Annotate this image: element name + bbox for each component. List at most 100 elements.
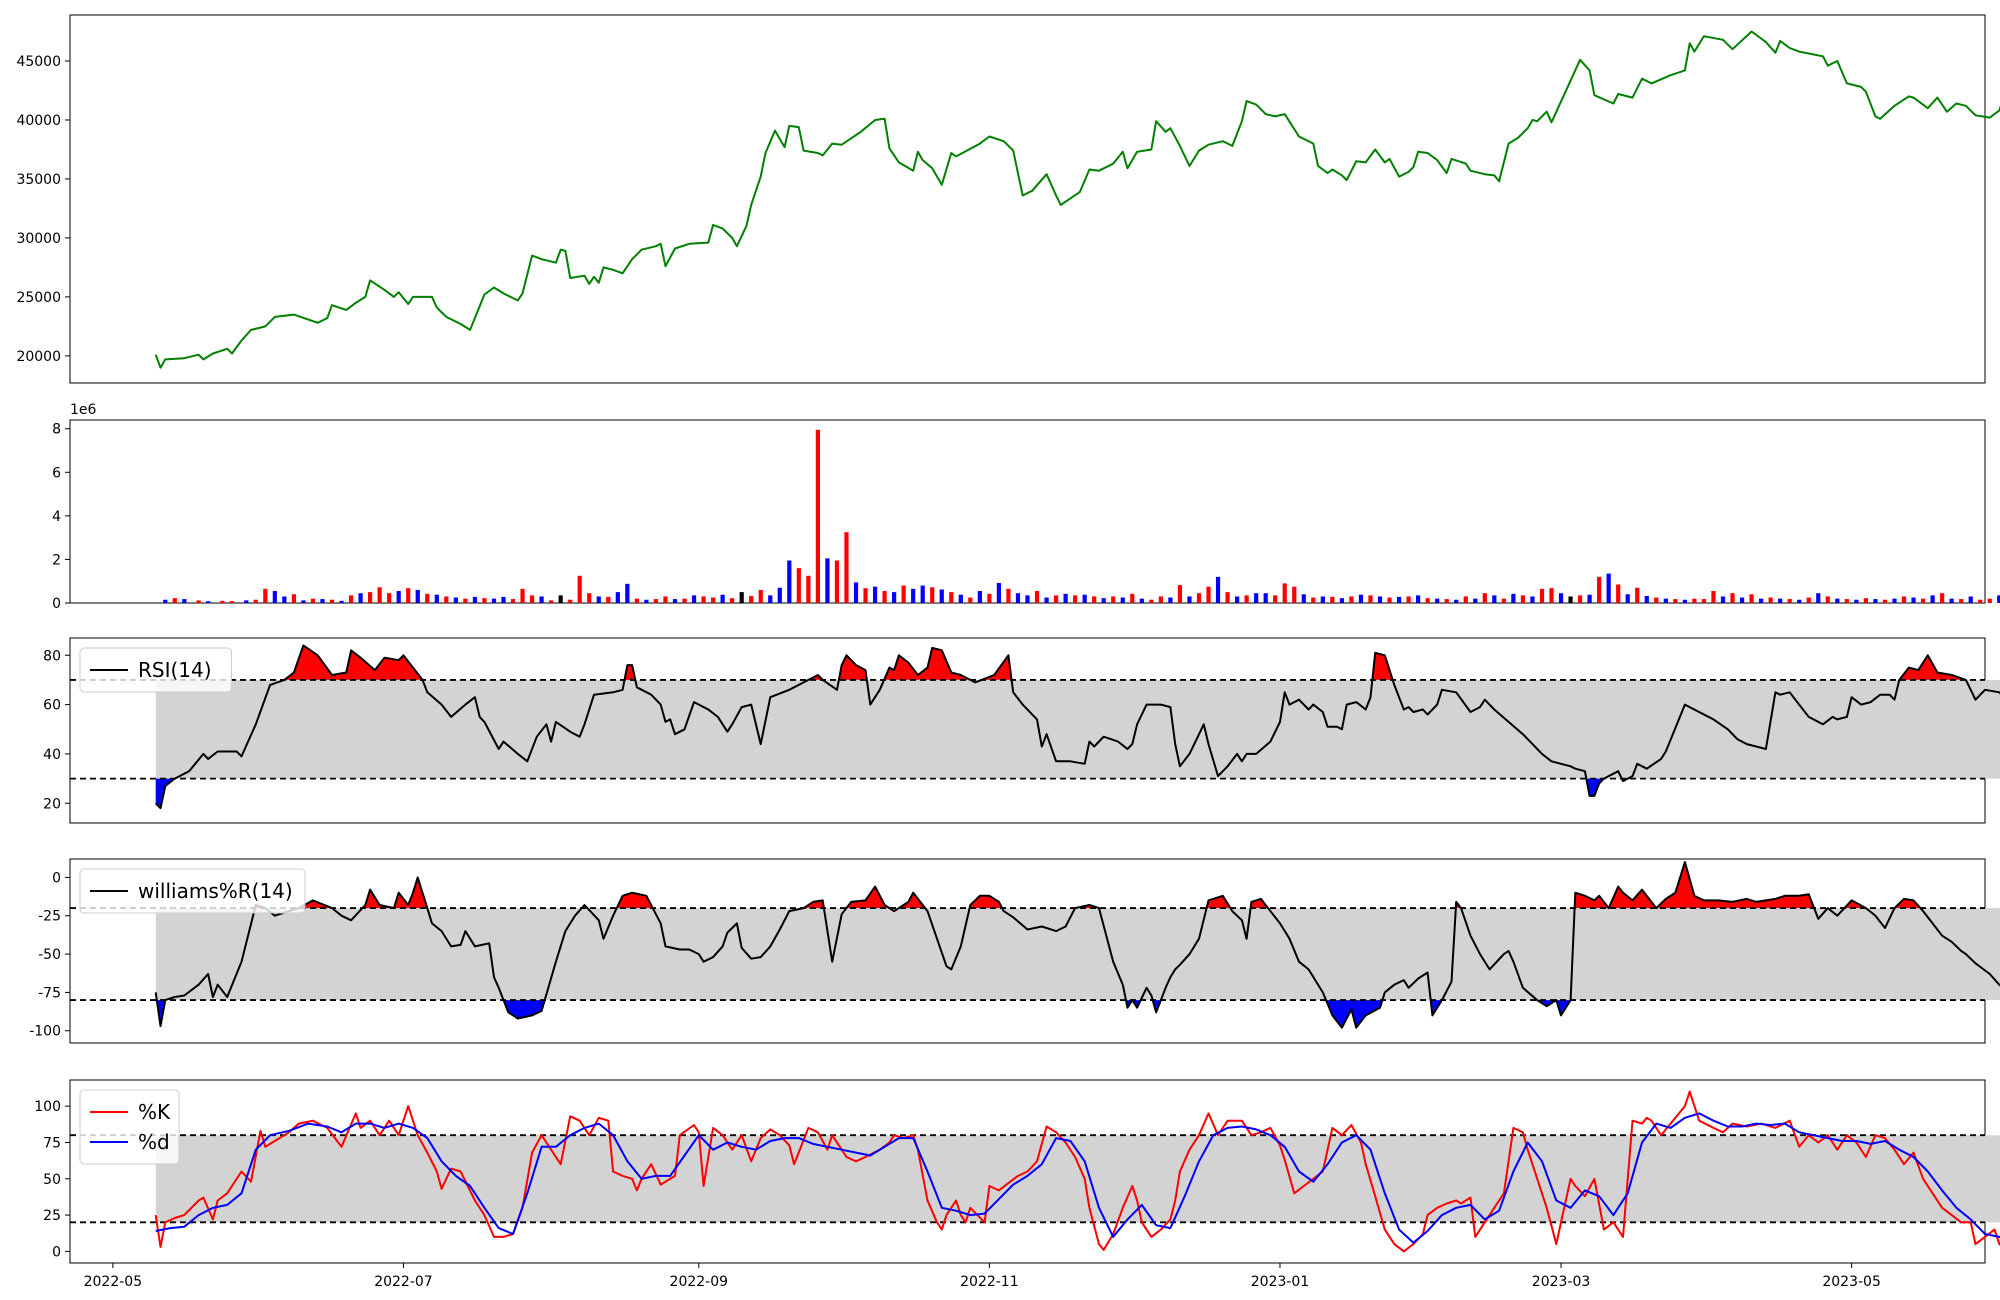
volume-bar [691,595,697,603]
volume-bar [758,589,763,603]
volume-bar [625,583,630,603]
volume-bar [1177,585,1183,603]
volume-bar [1816,593,1821,603]
volume-bar [606,596,611,603]
stochastic-d-line [155,1112,2000,1244]
williams-area-segment [1326,1000,1383,1028]
volume-bar [1654,597,1659,603]
volume-bar [1549,588,1554,603]
legend-frame [79,1089,180,1165]
volume-bar [1053,595,1059,603]
volume-bar [501,596,506,603]
volume-bar [463,598,468,603]
volume-bar [930,587,935,603]
volume-bar [1196,593,1202,603]
williams-legend: williams%R(14) [79,868,306,914]
volume-bar [815,429,820,603]
x-tick-label: 2022-07 [374,1274,433,1290]
volume-bar [634,598,639,603]
volume-bar [1863,598,1869,603]
volume-bar [1063,593,1068,603]
volume-bar [1254,593,1259,603]
volume-bar [453,597,458,603]
x-tick-label: 2023-01 [1251,1274,1310,1290]
volume-bar [163,599,168,603]
volume-bar [892,592,897,603]
volume-bar [710,597,716,603]
volume-bar [482,598,487,603]
volume-bar [939,589,944,603]
volume-bar [206,601,211,603]
volume-bar [1187,596,1192,603]
volume-bar [291,594,296,603]
volume-bar [320,599,325,603]
volume-bar [777,587,782,603]
volume-bar [1806,597,1811,603]
volume-bar [1673,599,1678,603]
rsi-area-segment [1372,652,1393,680]
volume-bar [396,591,401,603]
volume-bar [1911,597,1916,603]
volume-bar [1273,595,1278,603]
volume-bar [425,593,430,603]
volume-bar [1444,599,1449,603]
volume-bar [1492,595,1497,603]
legend-label: %K [138,1100,171,1124]
volume-bar [911,588,916,603]
stochastic-neutral-band [155,1135,2000,1223]
volume-bar [853,582,859,603]
volume-offset-text: 1e6 [70,402,97,418]
volume-bar [1987,598,1992,603]
price-axes-frame [69,14,1986,384]
volume-bar [1082,594,1087,603]
legend-frame [79,647,232,693]
volume-bar [730,598,735,603]
williams-area-segment [298,900,332,909]
volume-bar [1092,596,1097,603]
volume-bar [1330,596,1335,603]
volume-axes-frame [69,419,1986,604]
volume-bar [1749,594,1754,603]
volume-bar [644,599,649,603]
stochastic-legend: %K %d [79,1089,180,1165]
volume-bar [172,598,177,603]
volume-bar [1044,597,1049,603]
volume-bar [272,591,277,603]
volume-bar [1606,573,1611,603]
rsi-legend: RSI(14) [79,647,232,693]
legend-label: %d [138,1130,170,1154]
volume-bar [1940,593,1945,603]
volume-bar [1730,593,1735,603]
x-tick-label: 2023-03 [1532,1274,1591,1290]
stochastic-ytick-label: 50 [43,1172,61,1188]
volume-bar [806,575,811,603]
rsi-ytick-label: 40 [43,747,61,763]
rsi-series-line [154,644,2000,810]
volume-bar [1825,596,1830,603]
volume-bar [1920,598,1926,603]
volume-bar [1587,594,1592,603]
volume-bar [1311,597,1316,603]
volume-bar [1006,588,1011,603]
volume-bar [1739,597,1745,603]
volume-bar [549,600,554,603]
rsi-ytick-label: 60 [43,698,61,714]
volume-bar [220,600,225,603]
williams-area-segment [803,900,824,909]
volume-bar [1130,593,1135,603]
volume-bar [1416,595,1421,603]
volume-bar [1396,596,1402,603]
price-ytick-label: 30000 [16,231,61,247]
volume-bar [596,596,601,603]
price-series-line [154,30,2000,369]
volume-bar [1568,596,1573,603]
volume-bar [1768,597,1773,603]
volume-bar [996,582,1002,603]
volume-bar [653,599,659,603]
volume-bar [1959,599,1964,603]
volume-bar [1644,596,1649,603]
volume-bar [1015,593,1021,603]
volume-bar [1720,596,1726,603]
volume-bar [510,599,516,603]
